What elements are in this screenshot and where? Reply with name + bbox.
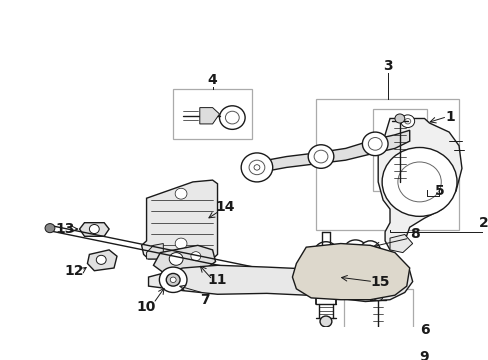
Circle shape [253,165,260,170]
Polygon shape [153,246,215,273]
Polygon shape [87,250,117,271]
Circle shape [169,253,183,265]
Polygon shape [292,243,409,300]
Circle shape [381,148,456,216]
Bar [372,109,427,191]
Polygon shape [256,130,409,173]
Bar [315,99,458,230]
Circle shape [362,132,387,156]
Text: 3: 3 [383,59,392,73]
Circle shape [45,224,55,233]
Polygon shape [377,118,461,250]
Polygon shape [146,243,163,259]
Polygon shape [389,234,412,253]
Text: 1: 1 [445,110,454,124]
Circle shape [400,115,414,127]
Circle shape [394,114,404,123]
Circle shape [241,153,272,182]
Circle shape [219,106,244,129]
Text: 6: 6 [419,323,428,337]
Text: 5: 5 [433,184,443,198]
Text: 10: 10 [137,300,156,314]
Circle shape [313,242,337,264]
Text: 4: 4 [207,73,217,87]
Polygon shape [80,223,109,236]
Text: 12: 12 [65,264,84,278]
Circle shape [96,255,106,264]
Circle shape [319,316,331,327]
Text: 15: 15 [369,275,389,289]
Text: 11: 11 [207,273,227,287]
Circle shape [343,240,366,262]
Polygon shape [148,264,412,302]
Circle shape [175,188,186,199]
Circle shape [225,111,239,124]
Circle shape [307,145,333,168]
Circle shape [166,274,180,286]
Circle shape [372,292,382,301]
Circle shape [190,252,201,261]
Text: 7: 7 [200,293,209,307]
Circle shape [170,277,176,283]
Polygon shape [142,180,217,259]
Circle shape [175,238,186,249]
Polygon shape [200,108,219,124]
Circle shape [360,241,379,259]
Circle shape [306,276,320,289]
Circle shape [89,225,99,234]
Text: 9: 9 [419,350,428,360]
Text: 13: 13 [55,222,74,236]
Bar [343,289,412,360]
Text: 14: 14 [215,200,235,214]
Bar [173,90,251,139]
Circle shape [159,267,186,292]
Text: 8: 8 [409,228,419,242]
Text: 2: 2 [478,216,488,230]
